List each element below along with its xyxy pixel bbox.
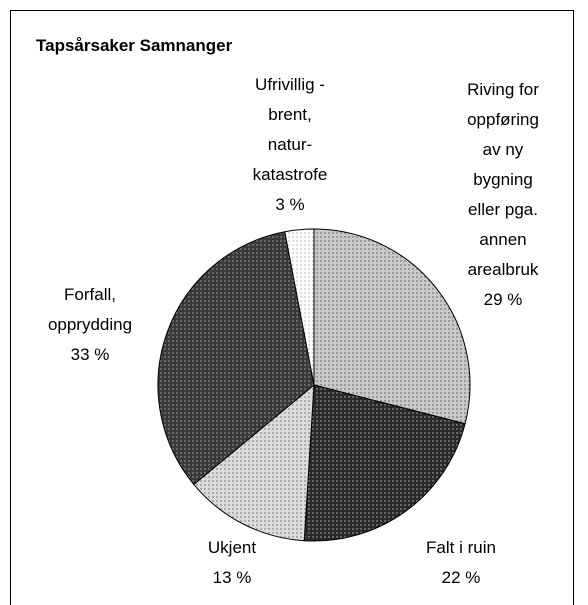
slice-label: Falt i ruin 22 % (381, 533, 541, 593)
slice-label: Riving for oppføring av ny bygning eller… (423, 75, 583, 315)
slice-label: Ufrivillig - brent, natur- katastrofe 3 % (210, 70, 370, 220)
value-label: 29 % (483, 290, 523, 309)
slice-label: Forfall, opprydding 33 % (10, 280, 170, 370)
value-label: 22 % (441, 568, 481, 587)
category-label: Falt i ruin (426, 538, 496, 557)
category-label: Forfall, opprydding (47, 285, 133, 334)
chart-title: Tapsårsaker Samnanger (36, 36, 233, 55)
pie-slice (193, 383, 315, 542)
category-label: Ukjent (207, 538, 257, 557)
value-label: 13 % (212, 568, 252, 587)
category-label: Ufrivillig - brent, natur- katastrofe (252, 75, 328, 184)
category-label: Riving for oppføring av ny bygning eller… (467, 80, 539, 279)
value-label: 3 % (275, 195, 305, 214)
pie-slice (303, 384, 466, 542)
pie-slice (157, 231, 315, 486)
slice-label: Ukjent 13 % (152, 533, 312, 593)
value-label: 33 % (70, 345, 110, 364)
pie-slice (284, 228, 315, 386)
pie-slice (313, 228, 471, 425)
chart-frame (10, 10, 574, 605)
